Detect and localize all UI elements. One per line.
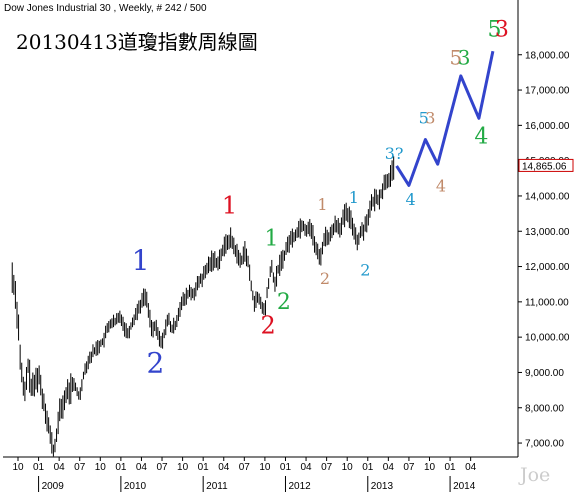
x-year-label: 2013 [371, 481, 394, 492]
x-tick-label: 07 [403, 462, 415, 473]
wave-label: 5 [488, 17, 502, 42]
x-tick-label: 10 [259, 462, 271, 473]
y-tick-label: 17,000.00 [525, 86, 570, 97]
instrument-header: Dow Jones Industrial 30 , Weekly, # 242 … [4, 3, 207, 14]
x-tick-label: 07 [239, 462, 251, 473]
wave-label: 1 [317, 195, 327, 214]
wave-label: 2 [147, 346, 165, 379]
wave-label: 2 [360, 260, 370, 279]
x-tick-label: 01 [115, 462, 127, 473]
x-tick-label: 04 [465, 462, 477, 473]
x-year-label: 2009 [42, 481, 65, 492]
y-tick-label: 12,000.00 [525, 262, 570, 273]
x-tick-label: 10 [12, 462, 24, 473]
x-tick-label: 10 [424, 462, 436, 473]
x-year-label: 2010 [124, 481, 147, 492]
watermark: Joe [518, 464, 550, 486]
x-tick-label: 07 [321, 462, 333, 473]
x-axis-ticks: 10 01 04 07 10 01 04 07 10 01 04 07 10 01 04 07 10 01 04 07… [12, 457, 477, 492]
x-tick-label: 04 [218, 462, 230, 473]
wave-label: 3? [385, 144, 404, 163]
y-tick-label: 8,000.00 [525, 403, 564, 414]
wave-label: 2 [320, 269, 330, 288]
x-tick-label: 01 [445, 462, 457, 473]
price-bars [11, 156, 395, 457]
projection-path [395, 50, 495, 187]
y-tick-label: 9,000.00 [525, 368, 564, 379]
y-tick-label: 18,000.00 [525, 50, 570, 61]
y-tick-label: 14,000.00 [525, 191, 570, 202]
y-tick-label: 16,000.00 [525, 121, 570, 132]
x-tick-label: 10 [177, 462, 189, 473]
x-tick-label: 04 [54, 462, 66, 473]
wave-label: 3 [458, 45, 471, 69]
wave-label: 4 [474, 125, 488, 150]
y-tick-label: 11,000.00 [525, 297, 569, 308]
wave-label: 3 [425, 109, 435, 128]
x-year-label: 2011 [206, 481, 228, 492]
wave-label: 4 [436, 176, 446, 195]
x-tick-label: 04 [300, 462, 312, 473]
x-tick-label: 01 [198, 462, 210, 473]
y-tick-label: 13,000.00 [525, 227, 570, 238]
wave-label: 1 [222, 192, 237, 220]
x-tick-label: 01 [362, 462, 374, 473]
wave-label: 2 [277, 290, 291, 315]
x-year-label: 2012 [288, 481, 311, 492]
last-price-box [518, 158, 574, 172]
wave-label: 4 [405, 190, 415, 209]
wave-label: 2 [261, 312, 276, 340]
x-tick-label: 04 [383, 462, 395, 473]
x-tick-label: 10 [342, 462, 354, 473]
x-tick-label: 10 [95, 462, 107, 473]
x-year-label: 2014 [453, 481, 476, 492]
x-tick-label: 04 [136, 462, 148, 473]
last-price-marker: 14,865.06 [518, 158, 574, 172]
x-tick-label: 01 [280, 462, 292, 473]
annotation-title: 20130413道瓊指數周線圖 [16, 30, 258, 54]
wave-label: 5 [449, 45, 462, 69]
projection-line [395, 50, 495, 187]
wave-label: 1 [132, 244, 150, 277]
x-tick-label: 07 [156, 462, 168, 473]
last-price-label: 14,865.06 [522, 161, 567, 172]
wave-label: 3 [495, 17, 509, 42]
y-tick-label: 7,000.00 [525, 439, 564, 450]
x-tick-label: 07 [74, 462, 86, 473]
x-tick-label: 01 [33, 462, 45, 473]
y-tick-label: 10,000.00 [525, 333, 570, 344]
wave-label: 5 [419, 109, 429, 128]
wave-label: 1 [349, 188, 359, 207]
wave-label: 1 [264, 226, 278, 251]
